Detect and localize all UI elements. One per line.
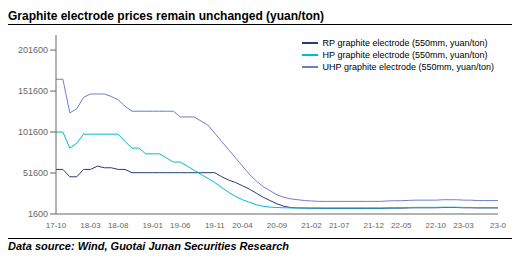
svg-text:23-0: 23-0: [490, 221, 507, 230]
svg-text:151600: 151600: [18, 86, 48, 96]
svg-text:20-04: 20-04: [232, 221, 253, 230]
svg-text:1600: 1600: [28, 209, 48, 219]
svg-text:201600: 201600: [18, 45, 48, 55]
svg-text:17-10: 17-10: [46, 221, 67, 230]
svg-text:21-12: 21-12: [363, 221, 384, 230]
svg-text:22-10: 22-10: [426, 221, 447, 230]
svg-text:20-09: 20-09: [267, 221, 288, 230]
svg-text:19-06: 19-06: [170, 221, 191, 230]
html-text:RP graphite electrode (550mm,: RP graphite electrode (550mm, yuan/ton): [322, 38, 488, 48]
svg-text:21-02: 21-02: [301, 221, 322, 230]
svg-text:18-03: 18-03: [80, 221, 101, 230]
svg-text:51600: 51600: [23, 168, 48, 178]
svg-text:21-07: 21-07: [329, 221, 350, 230]
svg-text:19-01: 19-01: [142, 221, 163, 230]
svg-text:101600: 101600: [18, 127, 48, 137]
html-text:Graphite electrode prices rema: Graphite electrode prices remain unchang…: [8, 9, 325, 23]
html-text:HP graphite electrode (550mm,: HP graphite electrode (550mm, yuan/ton): [322, 50, 488, 60]
svg-text:18-08: 18-08: [108, 221, 129, 230]
html-text:Data source: Wind, Guotai Juna: Data source: Wind, Guotai Junan Securiti…: [8, 240, 290, 252]
svg-text:19-11: 19-11: [205, 221, 225, 230]
svg-text:22-05: 22-05: [391, 221, 412, 230]
svg-text:23-03: 23-03: [453, 221, 474, 230]
html-text:UHP graphite electrode (550mm,: UHP graphite electrode (550mm, yuan/ton): [322, 62, 494, 72]
